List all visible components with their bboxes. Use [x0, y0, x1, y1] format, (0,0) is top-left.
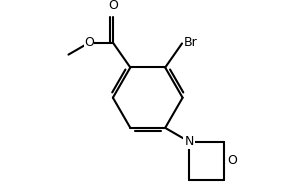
Text: Br: Br	[184, 36, 197, 49]
Text: O: O	[228, 154, 238, 167]
Text: O: O	[84, 36, 94, 49]
Text: O: O	[108, 0, 118, 12]
Text: N: N	[184, 135, 194, 148]
